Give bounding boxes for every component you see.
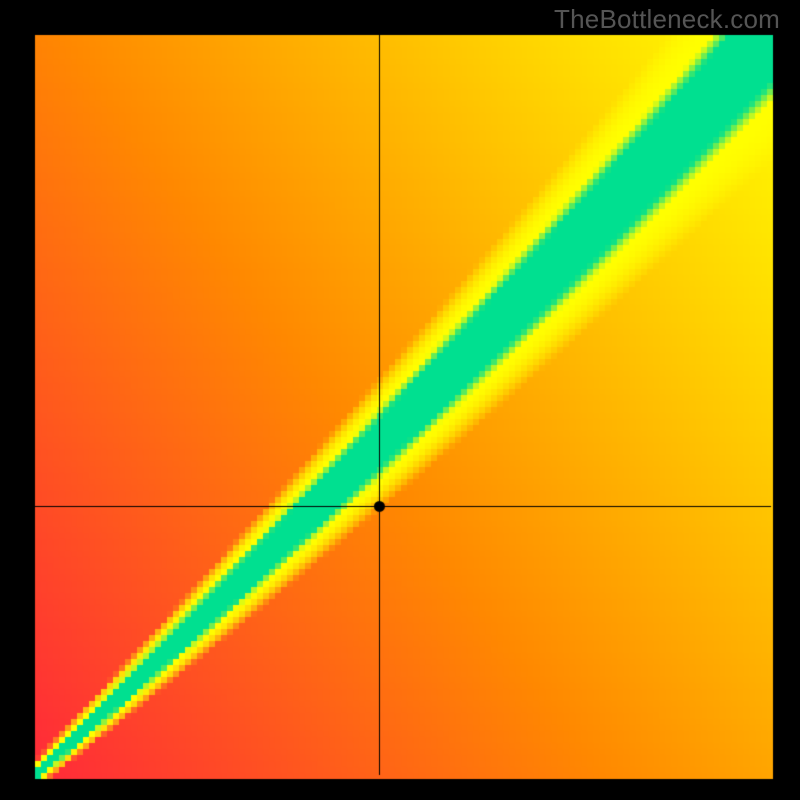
- bottleneck-heatmap: [0, 0, 800, 800]
- watermark-text: TheBottleneck.com: [554, 4, 780, 35]
- chart-container: TheBottleneck.com: [0, 0, 800, 800]
